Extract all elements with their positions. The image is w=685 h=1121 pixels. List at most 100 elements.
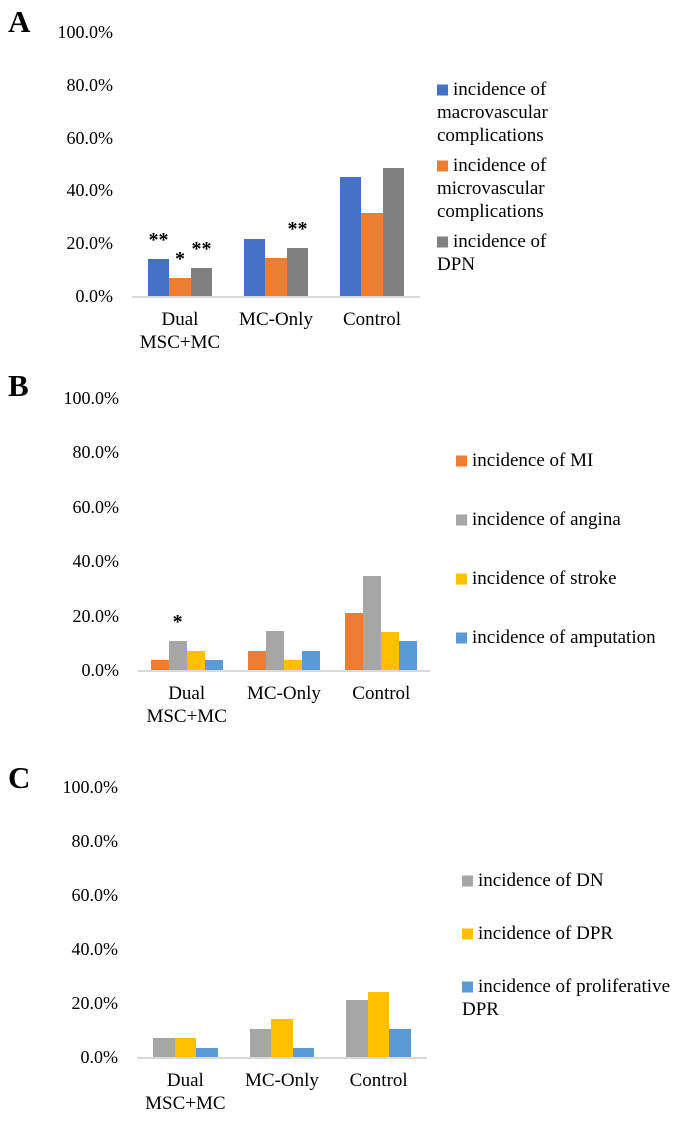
bar-group	[330, 787, 427, 1057]
legend-swatch-icon	[437, 236, 448, 248]
bar-group	[324, 32, 420, 296]
bar	[196, 1047, 218, 1057]
legend-label: incidence of microvascular complications	[437, 155, 547, 222]
legend-swatch-icon	[456, 455, 467, 467]
bar	[186, 650, 205, 670]
panel-letter: A	[8, 4, 31, 39]
bar	[367, 992, 390, 1057]
plot-area: ** * ** **	[132, 32, 420, 298]
bar-group	[333, 398, 430, 670]
bar	[286, 248, 309, 296]
legend-swatch-icon	[437, 84, 448, 96]
y-tick-label: 40.0%	[72, 551, 120, 572]
bar	[190, 268, 213, 296]
bar	[363, 576, 382, 670]
bar	[147, 259, 170, 296]
legend-swatch-icon	[456, 632, 467, 644]
y-tick-label: 80.0%	[66, 74, 114, 95]
legend-item: incidence of angina	[456, 508, 671, 531]
bar	[346, 1000, 368, 1057]
bar-group	[235, 398, 332, 670]
legend-swatch-icon	[456, 573, 467, 585]
category-label: Control	[352, 683, 411, 704]
legend-label: incidence of proliferative DPR	[462, 976, 671, 1020]
bar	[249, 1028, 272, 1057]
legend-label: incidence of DPR	[478, 923, 614, 944]
plot-area	[137, 787, 427, 1059]
bar-group	[137, 787, 234, 1057]
y-tick-label: 20.0%	[71, 993, 119, 1013]
bar	[169, 277, 191, 296]
category-label: Dual MSC+MC	[145, 1070, 226, 1114]
category-label: Control	[349, 1070, 408, 1091]
legend: incidence of macrovascular complications…	[437, 78, 587, 283]
panel-letter: B	[8, 368, 29, 403]
bar	[271, 1019, 293, 1057]
bar-group	[234, 787, 331, 1057]
panel-c: C 100.0% 80.0% 60.0% 40.0% 20.0% 0.0% Dual MS…	[0, 750, 685, 1121]
bar	[174, 1038, 197, 1057]
bar	[204, 660, 223, 670]
bar	[381, 631, 400, 670]
legend-item: incidence of amputation	[456, 626, 671, 649]
legend-item: incidence of DN	[462, 869, 672, 892]
legend-label: incidence of amputation	[472, 627, 656, 648]
y-tick-label: 0.0%	[80, 1047, 119, 1067]
bar	[168, 641, 187, 670]
panel-letter: C	[8, 760, 31, 795]
significance-marker: **	[191, 238, 212, 261]
legend-item: incidence of microvascular complications	[437, 154, 587, 223]
legend-label: incidence of MI	[472, 450, 594, 471]
category-label: Control	[342, 309, 402, 330]
y-tick-label: 100.0%	[57, 22, 114, 42]
bar	[247, 650, 266, 670]
y-tick-label: 20.0%	[66, 233, 114, 254]
category-label: Dual MSC+MC	[139, 309, 221, 353]
y-tick-label: 60.0%	[72, 496, 120, 517]
panel-a: A 100.0% 80.0% 60.0% 40.0% 20.0% 0.0% ** * ** **…	[0, 0, 685, 368]
y-tick-label: 0.0%	[81, 660, 120, 680]
y-tick-label: 60.0%	[66, 127, 114, 148]
bar	[292, 1047, 315, 1057]
bar	[361, 212, 383, 296]
category-label: MC-Only	[245, 1070, 319, 1091]
legend-item: incidence of DPR	[462, 922, 672, 945]
bar	[345, 612, 364, 670]
y-tick-label: 0.0%	[75, 286, 114, 306]
legend-label: incidence of DN	[478, 870, 604, 891]
legend-item: incidence of macrovascular complications	[437, 78, 587, 147]
category-label: MC-Only	[239, 309, 313, 330]
y-tick-label: 40.0%	[71, 939, 119, 959]
plot-area: *	[138, 398, 430, 672]
legend-label: incidence of macrovascular complications	[437, 79, 548, 146]
category-label: MC-Only	[247, 683, 321, 704]
significance-marker: *	[172, 611, 183, 634]
bar	[382, 167, 405, 296]
bar	[389, 1028, 411, 1057]
y-tick-label: 40.0%	[66, 180, 114, 201]
legend-label: incidence of DPN	[437, 231, 547, 275]
y-tick-label: 20.0%	[72, 605, 120, 626]
bar	[243, 239, 266, 296]
category-label: Dual MSC+MC	[146, 683, 227, 727]
y-tick-label: 100.0%	[62, 777, 119, 797]
legend-swatch-icon	[462, 928, 473, 940]
bar	[339, 177, 362, 296]
bar	[150, 660, 169, 670]
bar	[399, 641, 418, 670]
y-tick-label: 80.0%	[72, 442, 120, 463]
bar-group: **	[228, 32, 324, 296]
significance-marker: **	[287, 218, 308, 241]
legend-label: incidence of stroke	[472, 568, 617, 589]
significance-marker: *	[175, 247, 185, 270]
legend-item: incidence of MI	[456, 449, 671, 472]
legend-swatch-icon	[462, 981, 473, 993]
legend-swatch-icon	[437, 160, 448, 172]
panel-b: B 100.0% 80.0% 60.0% 40.0% 20.0% 0.0% * Dual …	[0, 368, 685, 750]
bar	[283, 660, 302, 670]
bar	[265, 630, 284, 670]
y-tick-label: 80.0%	[71, 831, 119, 851]
legend-swatch-icon	[456, 514, 467, 526]
bar	[301, 650, 320, 670]
